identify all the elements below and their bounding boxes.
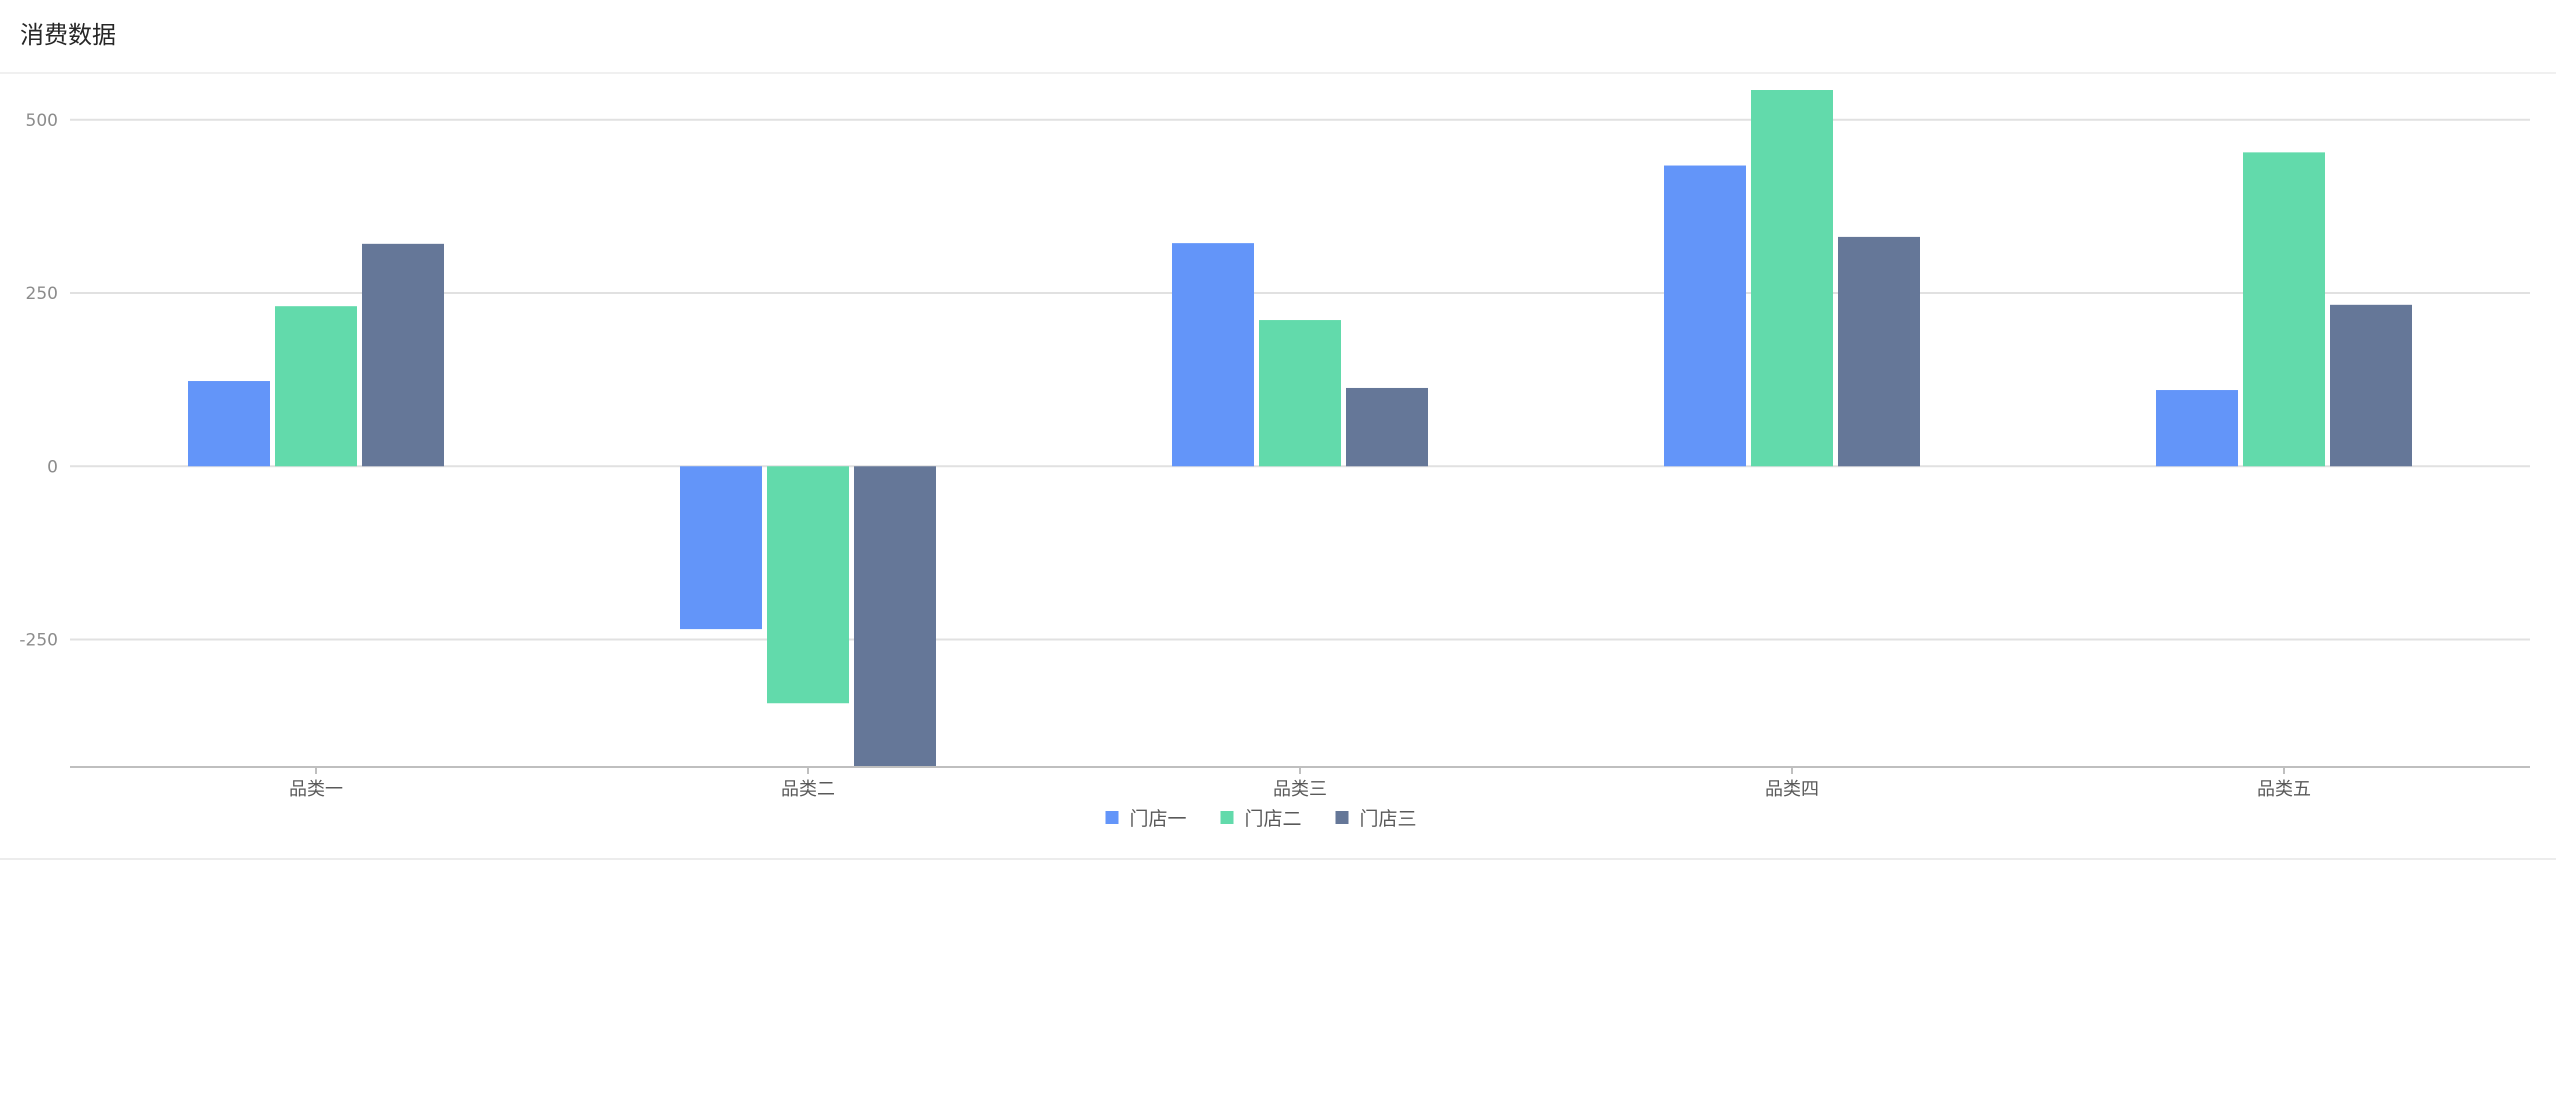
bar-1-2[interactable] bbox=[680, 466, 762, 630]
y-tick-label: -250 bbox=[19, 630, 58, 650]
x-tick-label: 品类三 bbox=[1273, 779, 1327, 800]
bar-1-1[interactable] bbox=[188, 381, 270, 467]
bar-2-5[interactable] bbox=[2243, 152, 2325, 467]
legend: 门店一 门店二 门店三 bbox=[1105, 808, 1417, 830]
bar-3-5[interactable] bbox=[2330, 304, 2412, 467]
bar-2-3[interactable] bbox=[1259, 320, 1341, 467]
y-tick-label: 500 bbox=[26, 111, 58, 131]
card-header: 消费数据 bbox=[0, 0, 2556, 74]
bar-chart: 500 250 0 -250 品类一 品类二 品类三 品类四 品类五 门店一 门店二 门店三 bbox=[19, 90, 2530, 830]
chart-card: 消费数据 500 250 0 -250 品类一 品类二 品类三 品类四 品类五 门店一 门店二门… bbox=[0, 0, 2556, 860]
bar-1-4[interactable] bbox=[1664, 165, 1746, 467]
x-axis: 品类一 品类二 品类三 品类四 品类五 bbox=[70, 766, 2530, 800]
legend-item-1[interactable]: 门店一 bbox=[1105, 808, 1187, 830]
legend-label: 门店三 bbox=[1360, 808, 1417, 830]
grid-lines bbox=[70, 118, 2530, 641]
x-tick-label: 品类五 bbox=[2257, 779, 2311, 800]
legend-label: 门店二 bbox=[1245, 808, 1302, 830]
bar-3-4[interactable] bbox=[1838, 236, 1920, 467]
bar-3-3[interactable] bbox=[1346, 387, 1428, 467]
legend-marker bbox=[1335, 811, 1349, 824]
bar-3-1[interactable] bbox=[362, 243, 444, 467]
bar-1-3[interactable] bbox=[1172, 243, 1254, 467]
y-tick-label: 250 bbox=[26, 284, 58, 304]
legend-item-2[interactable]: 门店二 bbox=[1220, 808, 1302, 830]
card-title: 消费数据 bbox=[20, 21, 116, 49]
y-tick-label: 0 bbox=[47, 457, 58, 477]
legend-marker bbox=[1105, 811, 1119, 824]
legend-label: 门店一 bbox=[1130, 808, 1187, 830]
legend-item-3[interactable]: 门店三 bbox=[1335, 808, 1417, 830]
bar-2-2[interactable] bbox=[767, 466, 849, 704]
x-tick-label: 品类四 bbox=[1765, 779, 1819, 800]
bar-2-1[interactable] bbox=[275, 306, 357, 467]
x-tick-label: 品类一 bbox=[289, 779, 343, 800]
bars bbox=[188, 90, 2412, 767]
bar-1-5[interactable] bbox=[2156, 390, 2238, 467]
x-tick-label: 品类二 bbox=[781, 779, 835, 800]
legend-marker bbox=[1220, 811, 1234, 824]
bar-3-2[interactable] bbox=[854, 466, 936, 767]
y-axis: 500 250 0 -250 bbox=[19, 111, 58, 651]
bar-2-4[interactable] bbox=[1751, 90, 1833, 467]
